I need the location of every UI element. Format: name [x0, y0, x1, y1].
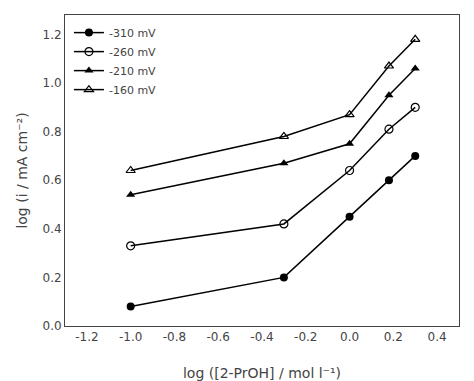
svg-text:-1.2: -1.2 [75, 330, 98, 344]
svg-text:0.2: 0.2 [43, 271, 62, 285]
svg-text:-160 mV: -160 mV [109, 84, 156, 97]
svg-text:log (i / mA cm⁻²): log (i / mA cm⁻²) [14, 112, 30, 228]
svg-text:1.2: 1.2 [43, 28, 62, 42]
svg-text:0.0: 0.0 [340, 330, 359, 344]
svg-text:0.8: 0.8 [43, 125, 62, 139]
svg-text:log ([2-PrOH] / mol l⁻¹): log ([2-PrOH] / mol l⁻¹) [183, 365, 341, 381]
svg-text:0.4: 0.4 [43, 222, 62, 236]
svg-text:0.0: 0.0 [43, 319, 62, 333]
svg-text:0.4: 0.4 [428, 330, 447, 344]
svg-text:-310 mV: -310 mV [109, 27, 156, 40]
svg-text:-0.6: -0.6 [207, 330, 230, 344]
svg-text:-260 mV: -260 mV [109, 46, 156, 59]
svg-text:-0.4: -0.4 [250, 330, 273, 344]
svg-text:-1.0: -1.0 [119, 330, 142, 344]
svg-text:0.2: 0.2 [384, 330, 403, 344]
svg-text:-0.2: -0.2 [294, 330, 317, 344]
svg-text:0.6: 0.6 [43, 173, 62, 187]
svg-text:-210 mV: -210 mV [109, 65, 156, 78]
svg-text:1.0: 1.0 [43, 76, 62, 90]
svg-text:-0.8: -0.8 [163, 330, 186, 344]
